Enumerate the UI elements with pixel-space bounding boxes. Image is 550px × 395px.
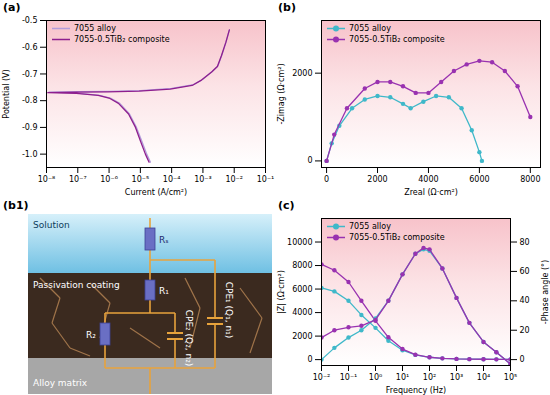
svg-text:|Z| (Ω·cm²): |Z| (Ω·cm²) xyxy=(277,270,286,314)
html-text:(b1): (b1) xyxy=(3,199,29,212)
svg-text:8000: 8000 xyxy=(292,261,312,270)
svg-text:10²: 10² xyxy=(423,373,436,382)
svg-text:Alloy matrix: Alloy matrix xyxy=(33,378,88,388)
svg-text:0: 0 xyxy=(520,355,525,364)
svg-text:-0.8: -0.8 xyxy=(22,96,38,105)
svg-text:60: 60 xyxy=(520,267,530,276)
svg-text:-0.6: -0.6 xyxy=(22,43,38,52)
svg-text:CPE₂ (Q₂, n₂): CPE₂ (Q₂, n₂) xyxy=(184,310,194,367)
svg-text:8000: 8000 xyxy=(520,175,540,184)
svg-text:2000: 2000 xyxy=(367,175,387,184)
svg-text:6000: 6000 xyxy=(469,175,489,184)
svg-text:10⁵: 10⁵ xyxy=(504,373,517,382)
html-text:7055 alloy: 7055 alloy xyxy=(74,24,116,33)
html-text:7055 alloy: 7055 alloy xyxy=(349,222,391,231)
svg-text:10⁻¹: 10⁻¹ xyxy=(257,175,275,184)
html-text:7055 alloy: 7055 alloy xyxy=(349,24,391,33)
svg-text:Frequency (Hz): Frequency (Hz) xyxy=(386,386,446,395)
svg-text:10⁻⁷: 10⁻⁷ xyxy=(69,175,87,184)
svg-text:-1.0: -1.0 xyxy=(22,150,38,159)
svg-text:10000: 10000 xyxy=(287,238,312,247)
html-text:(a): (a) xyxy=(3,1,21,14)
svg-text:10⁻²: 10⁻² xyxy=(313,373,331,382)
svg-text:20: 20 xyxy=(520,326,530,335)
svg-text:Solution: Solution xyxy=(33,220,70,230)
svg-text:-0.7: -0.7 xyxy=(22,70,38,79)
svg-text:0: 0 xyxy=(307,355,312,364)
svg-text:-Zimag (Ω·cm²): -Zimag (Ω·cm²) xyxy=(277,63,286,124)
svg-text:10⁻⁶: 10⁻⁶ xyxy=(100,175,118,184)
html-text:(b): (b) xyxy=(278,1,296,14)
svg-text:10⁻²: 10⁻² xyxy=(225,175,243,184)
svg-text:10⁻¹: 10⁻¹ xyxy=(340,373,358,382)
html-text:7055-0.5TiB₂ composite: 7055-0.5TiB₂ composite xyxy=(349,233,445,242)
svg-text:80: 80 xyxy=(520,238,530,247)
svg-text:0: 0 xyxy=(307,156,312,165)
html-text:7055-0.5TiB₂ composite: 7055-0.5TiB₂ composite xyxy=(74,35,170,44)
svg-text:R₂: R₂ xyxy=(86,330,96,340)
svg-text:6000: 6000 xyxy=(292,285,312,294)
svg-text:-0.5: -0.5 xyxy=(22,16,38,25)
svg-text:10⁴: 10⁴ xyxy=(477,373,490,382)
svg-text:Current (A/cm²): Current (A/cm²) xyxy=(125,188,187,197)
svg-text:40: 40 xyxy=(520,296,530,305)
html-text:(c): (c) xyxy=(278,199,295,212)
svg-text:2000: 2000 xyxy=(292,69,312,78)
svg-text:-Phase angle (°): -Phase angle (°) xyxy=(541,260,550,324)
svg-text:CPE₁ (Q₁, n₁): CPE₁ (Q₁, n₁) xyxy=(224,282,234,339)
html-text:7055-0.5TiB₂ composite: 7055-0.5TiB₂ composite xyxy=(349,35,445,44)
svg-text:Zreal (Ω·cm²): Zreal (Ω·cm²) xyxy=(404,188,457,197)
svg-text:10³: 10³ xyxy=(450,373,463,382)
svg-text:10⁻⁴: 10⁻⁴ xyxy=(163,175,181,184)
svg-text:2000: 2000 xyxy=(292,332,312,341)
svg-text:Potential (V): Potential (V) xyxy=(2,69,11,118)
svg-text:Passivation coating: Passivation coating xyxy=(33,280,120,290)
svg-text:0: 0 xyxy=(324,175,329,184)
svg-text:4000: 4000 xyxy=(418,175,438,184)
svg-text:10⁰: 10⁰ xyxy=(369,373,382,382)
svg-text:10¹: 10¹ xyxy=(396,373,409,382)
svg-text:10⁻⁵: 10⁻⁵ xyxy=(132,175,150,184)
svg-text:-0.9: -0.9 xyxy=(22,123,38,132)
svg-text:4000: 4000 xyxy=(292,308,312,317)
svg-text:Rₛ: Rₛ xyxy=(159,235,169,245)
svg-text:10⁻⁸: 10⁻⁸ xyxy=(38,175,56,184)
svg-text:R₁: R₁ xyxy=(159,286,169,296)
svg-text:10⁻³: 10⁻³ xyxy=(194,175,212,184)
